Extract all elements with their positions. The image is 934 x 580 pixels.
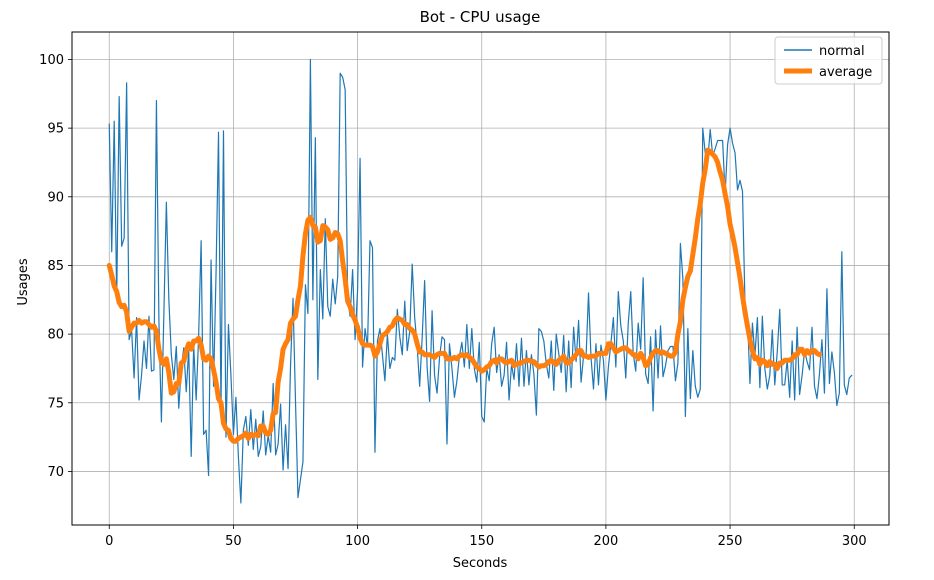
y-tick-label: 70 xyxy=(47,465,64,480)
x-tick-label: 50 xyxy=(225,534,242,549)
x-tick-label: 200 xyxy=(593,534,618,549)
plot-area xyxy=(106,58,853,504)
y-tick-label: 85 xyxy=(47,259,64,274)
series-line-average xyxy=(106,147,822,444)
y-tick-label: 95 xyxy=(47,122,64,137)
x-axis-ticks: 0 50 100 150 200 250 300 xyxy=(105,525,867,549)
legend: normal average xyxy=(774,36,883,85)
series-line-normal xyxy=(108,58,853,504)
y-axis-ticks: 70 75 80 85 90 95 100 xyxy=(39,53,72,480)
x-tick-label: 300 xyxy=(842,534,867,549)
x-tick-label: 0 xyxy=(105,534,113,549)
chart-title: Bot - CPU usage xyxy=(420,8,541,26)
x-tick-label: 150 xyxy=(469,534,494,549)
y-tick-label: 80 xyxy=(47,328,64,343)
legend-label-normal: normal xyxy=(819,44,865,59)
y-tick-label: 90 xyxy=(47,190,64,205)
y-tick-label: 100 xyxy=(39,53,64,68)
legend-label-average: average xyxy=(819,65,872,80)
x-axis-label: Seconds xyxy=(453,556,508,571)
plot-frame xyxy=(71,31,890,526)
x-tick-label: 250 xyxy=(718,534,743,549)
grid-lines xyxy=(72,32,889,525)
y-axis-label: Usages xyxy=(16,258,31,306)
y-tick-label: 75 xyxy=(47,396,64,411)
x-tick-label: 100 xyxy=(345,534,370,549)
